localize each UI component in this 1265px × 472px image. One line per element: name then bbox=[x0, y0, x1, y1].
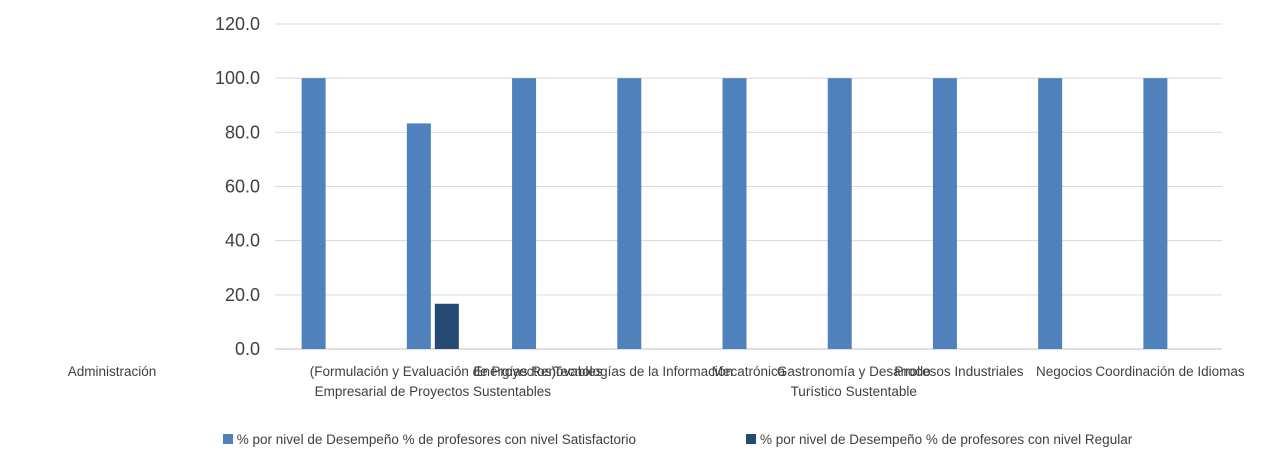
x-tick-label: Negocios bbox=[1036, 364, 1093, 379]
x-tick-label: Coordinación de Idiomas bbox=[1095, 364, 1245, 379]
bar-satisfactorio bbox=[512, 78, 537, 350]
y-tick-label: 0.0 bbox=[235, 339, 260, 359]
x-tick-label: Empresarial de Proyectos Sustentables bbox=[315, 384, 552, 399]
bar-satisfactorio bbox=[617, 78, 642, 350]
x-tick-label: Gastronomía y Desarrollo bbox=[777, 364, 931, 379]
y-tick-label: 120.0 bbox=[215, 14, 260, 34]
x-tick-label: Mecatrónica bbox=[712, 364, 786, 379]
x-tick-label: Procesos Industriales bbox=[894, 364, 1023, 379]
bar-satisfactorio bbox=[406, 123, 431, 349]
y-tick-label: 100.0 bbox=[215, 68, 260, 88]
legend-swatch-regular bbox=[746, 434, 756, 444]
x-tick-label: (Formulación y Evaluación de Proyectos) bbox=[310, 364, 556, 379]
bar-satisfactorio bbox=[301, 78, 326, 350]
bar-satisfactorio bbox=[722, 78, 747, 350]
legend-item-satisfactorio: % por nivel de Desempeño % de profesores… bbox=[222, 428, 636, 450]
legend-item-regular: % por nivel de Desempeño % de profesores… bbox=[746, 428, 1132, 450]
x-tick-label: Energías Renovables bbox=[474, 364, 603, 379]
x-tick-label: Administración bbox=[68, 364, 157, 379]
legend: % por nivel de Desempeño % de profesores… bbox=[110, 428, 1245, 450]
y-tick-label: 40.0 bbox=[225, 231, 260, 251]
y-tick-label: 60.0 bbox=[225, 177, 260, 197]
bar-regular bbox=[434, 303, 459, 349]
legend-swatch-satisfactorio bbox=[222, 434, 233, 444]
legend-label-satisfactorio: % por nivel de Desempeño % de profesores… bbox=[236, 431, 636, 447]
x-tick-label: Tecnologías de la Información bbox=[554, 364, 733, 379]
bar-satisfactorio bbox=[1038, 78, 1063, 350]
legend-label-regular: % por nivel de Desempeño % de profesores… bbox=[760, 431, 1133, 447]
bar-satisfactorio bbox=[1143, 78, 1168, 350]
y-tick-label: 80.0 bbox=[225, 122, 260, 142]
x-tick-label: Turístico Sustentable bbox=[791, 384, 917, 399]
y-tick-label: 20.0 bbox=[225, 285, 260, 305]
bar-satisfactorio bbox=[827, 78, 852, 350]
bar-satisfactorio bbox=[932, 78, 957, 350]
